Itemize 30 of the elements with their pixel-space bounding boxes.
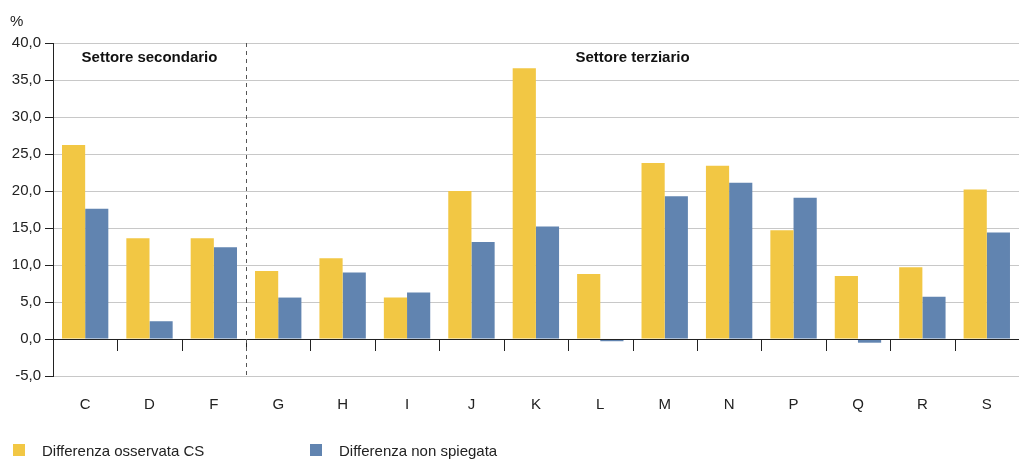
x-tick-label: K [530,395,541,413]
x-tick-label: F [209,395,219,413]
x-tick-label: R [916,395,928,413]
x-tick-label: H [337,395,349,413]
y-tick-label: 20,0 [11,181,41,199]
x-tick-label: Q [852,395,864,413]
y-tick-label: 10,0 [11,255,41,273]
x-tick-label: G [272,395,285,413]
x-tick-label: N [723,395,735,413]
x-tick-label: P [788,395,799,413]
y-tick-label: 0,0 [20,329,41,347]
x-tick-label: S [981,395,992,413]
x-tick-label: D [144,395,156,413]
y-axis-title: % [10,12,24,29]
y-tick-label: 5,0 [20,292,41,310]
y-tick-label: 25,0 [11,144,41,162]
x-tick-label: L [596,395,605,413]
y-tick-label: 15,0 [11,218,41,236]
y-tick-label: -5,0 [15,366,41,384]
x-tick-label: C [79,395,91,413]
y-tick-label: 40,0 [11,33,41,51]
y-tick-label: 30,0 [11,107,41,125]
chart-title: Settore secondario [81,48,218,66]
y-tick-label: 35,0 [11,70,41,88]
chart-title: Settore terziario [575,48,690,66]
legend-label: Differenza non spiegata [339,441,498,459]
x-tick-label: M [658,395,671,413]
x-tick-label: I [404,395,410,413]
x-tick-label: J [467,395,476,413]
legend-label: Differenza osservata CS [42,441,205,459]
